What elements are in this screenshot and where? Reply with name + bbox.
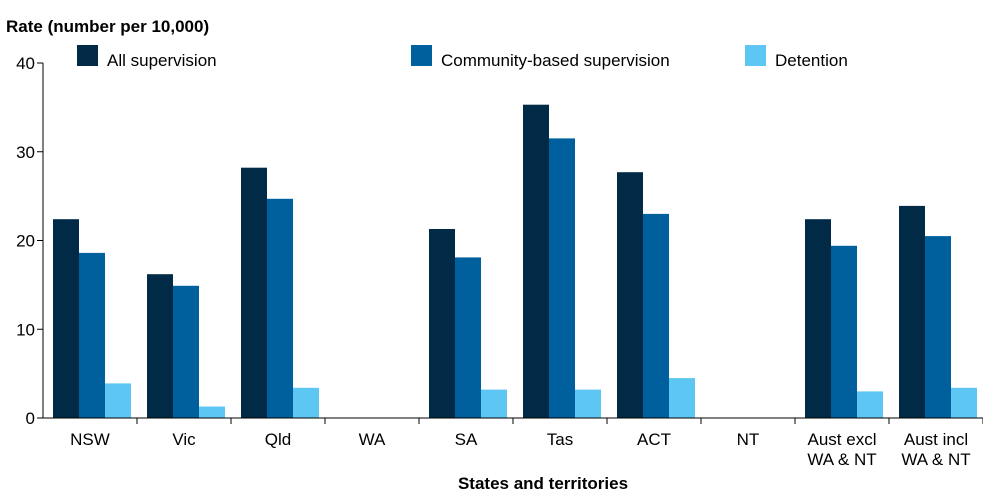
bar <box>617 172 643 418</box>
x-axis-title: States and territories <box>458 474 628 493</box>
legend-label: Detention <box>775 51 848 70</box>
bar <box>669 378 695 418</box>
bar <box>267 198 293 418</box>
y-tick-label: 40 <box>16 54 35 73</box>
bar <box>241 167 267 418</box>
bar <box>173 285 199 418</box>
bar <box>429 229 455 418</box>
bars <box>53 104 977 418</box>
bar <box>147 274 173 418</box>
x-tick-label: ACT <box>637 430 671 449</box>
bar <box>79 252 105 418</box>
bar <box>805 219 831 418</box>
x-tick-label: NT <box>737 430 760 449</box>
x-tick-label: Tas <box>547 430 573 449</box>
legend-label: All supervision <box>107 51 217 70</box>
bar <box>549 138 575 418</box>
y-tick-label: 30 <box>16 143 35 162</box>
bar <box>481 389 507 418</box>
y-tick-label: 0 <box>26 409 35 428</box>
bar <box>523 104 549 418</box>
x-tick-label: SA <box>455 430 478 449</box>
legend-swatch <box>77 45 98 66</box>
legend-swatch <box>745 45 766 66</box>
x-tick-label: NSW <box>70 430 110 449</box>
y-tick-label: 20 <box>16 232 35 251</box>
x-tick-label: WA & NT <box>901 450 970 469</box>
x-tick-label: Vic <box>172 430 196 449</box>
bar <box>951 387 977 418</box>
y-axis-title: Rate (number per 10,000) <box>6 17 209 36</box>
bar <box>455 257 481 418</box>
bar <box>831 245 857 418</box>
legend-swatch <box>411 45 432 66</box>
legend-label: Community-based supervision <box>441 51 670 70</box>
bar <box>575 389 601 418</box>
x-tick-label: Aust excl <box>808 430 877 449</box>
x-tick-label: Aust incl <box>904 430 968 449</box>
y-tick-label: 10 <box>16 320 35 339</box>
bar <box>857 391 883 418</box>
bar <box>293 387 319 418</box>
x-tick-label: WA & NT <box>807 450 876 469</box>
bar <box>925 236 951 418</box>
bar <box>105 383 131 418</box>
bar <box>899 205 925 418</box>
x-tick-label: Qld <box>265 430 291 449</box>
legend: All supervision Community-based supervisi… <box>77 45 848 70</box>
bar <box>53 219 79 418</box>
bar <box>199 406 225 418</box>
bar <box>643 213 669 418</box>
x-tick-label: WA <box>359 430 386 449</box>
